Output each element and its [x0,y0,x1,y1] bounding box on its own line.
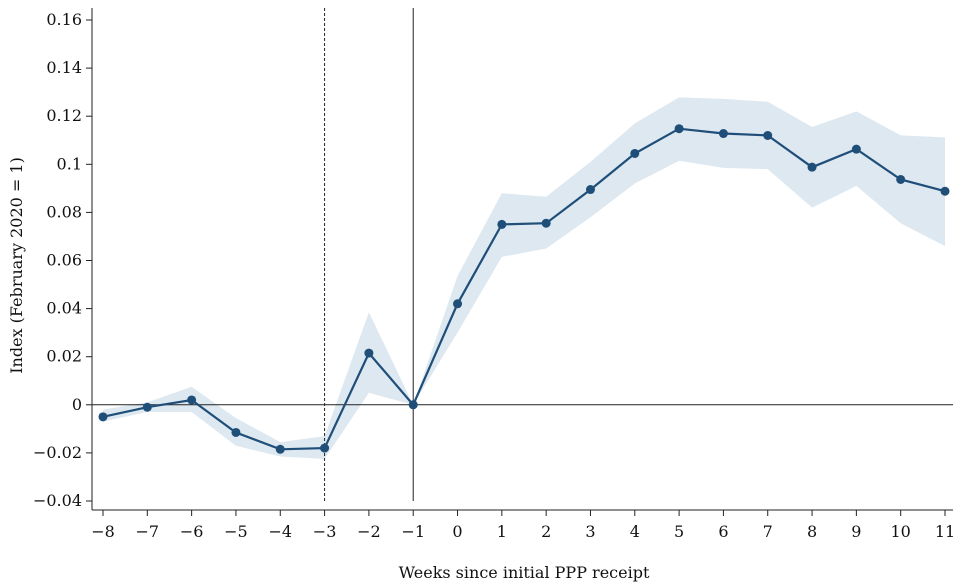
x-tick-label: 7 [763,522,773,541]
x-tick-label: 1 [497,522,507,541]
data-point [940,186,950,196]
x-tick-label: −5 [224,522,248,541]
y-tick-label: −0.04 [33,491,82,510]
data-point [275,444,285,454]
data-point [763,130,773,140]
x-tick-label: 10 [891,522,911,541]
y-tick-label: 0.1 [57,154,82,173]
data-point [231,427,241,437]
data-point [851,144,861,154]
x-tick-label: 6 [718,522,728,541]
x-tick-label: 0 [452,522,462,541]
y-tick-label: 0.16 [46,10,82,29]
x-axis-title: Weeks since initial PPP receipt [399,563,650,582]
x-tick-label: −4 [268,522,292,541]
y-axis-title: Index (February 2020 = 1) [7,157,26,374]
data-point [541,218,551,228]
data-point [453,299,463,309]
data-point [142,402,152,412]
y-tick-label: 0.02 [46,347,82,366]
y-tick-label: −0.02 [33,443,82,462]
x-tick-label: −1 [401,522,425,541]
x-tick-label: 2 [541,522,551,541]
x-tick-label: −2 [357,522,381,541]
data-point [718,129,728,139]
data-point [674,124,684,134]
confidence-band-layer [103,97,945,459]
data-point [187,395,197,405]
data-point [497,219,507,229]
data-point [896,174,906,184]
y-tick-label: 0.04 [46,299,82,318]
x-tick-label: 11 [935,522,953,541]
y-tick-label: 0.08 [46,202,82,221]
x-tick-label: 5 [674,522,684,541]
data-point [807,162,817,172]
series-layer [98,124,950,454]
data-point [320,443,330,453]
data-point [408,400,418,410]
x-tick-label: 4 [630,522,640,541]
x-tick-label: −6 [180,522,204,541]
x-tick-label: 8 [807,522,817,541]
confidence-band [103,97,945,459]
x-tick-label: −7 [136,522,160,541]
series-line [102,127,946,451]
x-tick-label: 9 [851,522,861,541]
x-tick-label: 3 [585,522,595,541]
data-point [585,185,595,195]
y-tick-label: 0 [72,395,82,414]
data-point [98,412,108,422]
y-tick-label: 0.06 [46,251,82,270]
x-tick-label: −3 [313,522,337,541]
reference-lines-layer [92,8,953,501]
y-tick-label: 0.12 [46,106,82,125]
data-point [630,148,640,158]
axes-layer: −0.04 −0.02 0 0.02 0.04 0.06 0.08 0.1 0.12 0.14 0.… [33,8,953,541]
y-tick-label: 0.14 [46,58,82,77]
x-tick-label: −8 [91,522,115,541]
data-point [364,348,374,358]
